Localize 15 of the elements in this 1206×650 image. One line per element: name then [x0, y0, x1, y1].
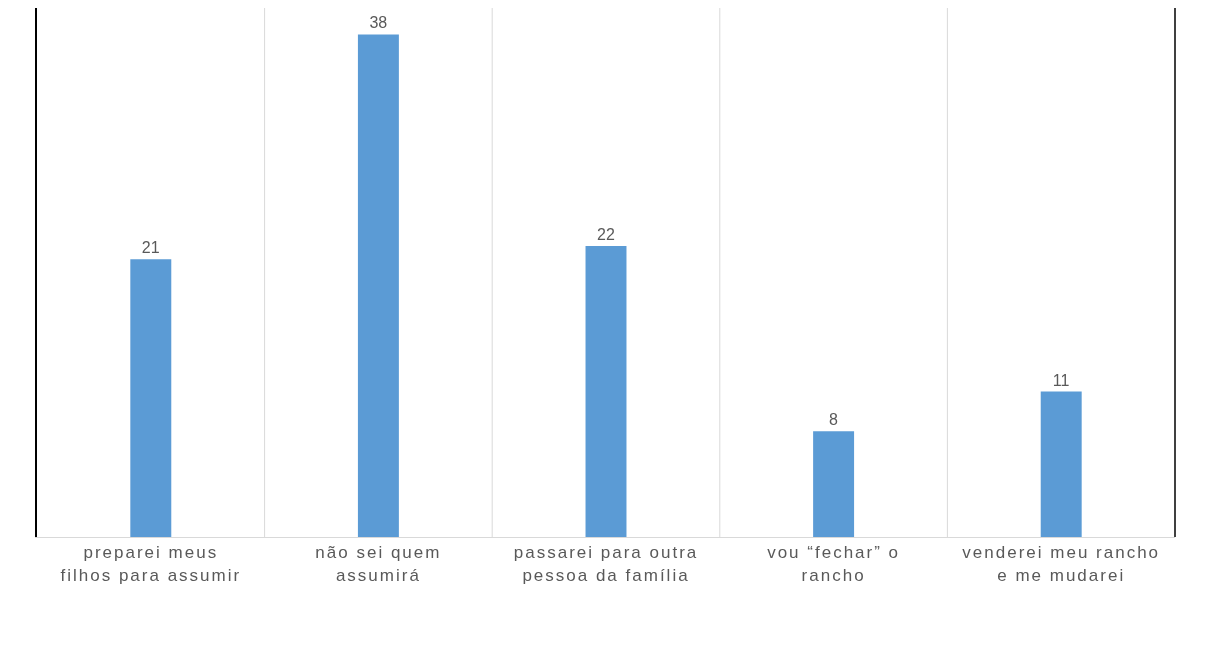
- data-label: 21: [141, 239, 160, 257]
- bar: [357, 34, 399, 537]
- bar: [1040, 391, 1082, 537]
- bar: [813, 431, 855, 537]
- bar: [130, 259, 172, 537]
- x-tick-label: vou “fechar” o rancho: [767, 543, 901, 585]
- data-label: 22: [597, 226, 615, 244]
- x-tick-label: preparei meus filhos para assumir: [60, 543, 242, 585]
- data-label: 8: [829, 411, 839, 429]
- x-tick-label: passarei para outra pessoa da família: [513, 543, 699, 585]
- bar: [585, 246, 627, 537]
- x-tick-label: não sei quem assumirá: [315, 543, 442, 585]
- x-tick-label: venderei meu rancho e me mudarei: [962, 543, 1161, 585]
- data-label: 11: [1052, 371, 1070, 389]
- data-label: 38: [369, 14, 388, 32]
